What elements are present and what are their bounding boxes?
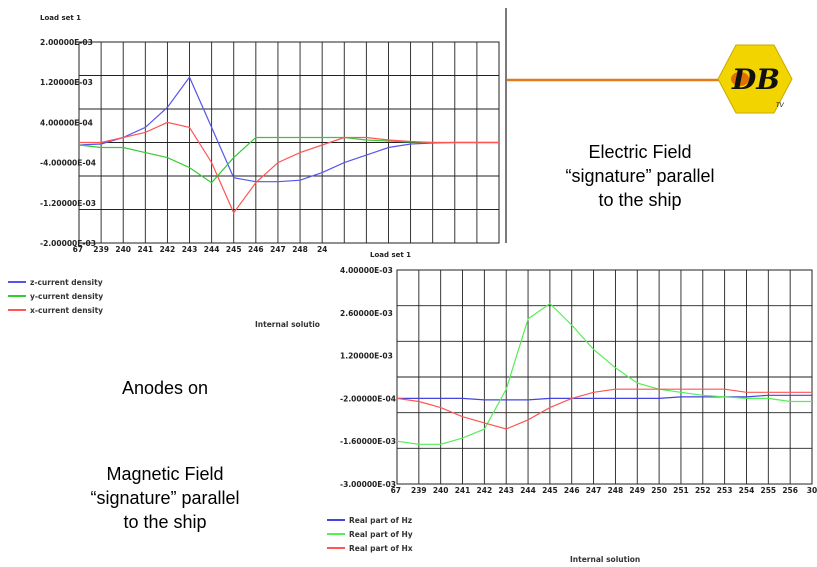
- series-line: [79, 121, 499, 214]
- x-tick-label: 239: [411, 486, 427, 495]
- legend-item: y-current density: [8, 289, 103, 303]
- x-tick-label: 253: [717, 486, 733, 495]
- db-logo: DB TV: [717, 44, 793, 114]
- x-tick-label: 246: [564, 486, 580, 495]
- chart-header: Load set 1: [370, 251, 411, 259]
- series-line: [396, 388, 812, 430]
- legend-item: x-current density: [8, 303, 103, 317]
- x-tick-label: 245: [226, 245, 242, 254]
- caption-line: “signature” parallel: [565, 166, 715, 186]
- x-tick-label: 240: [115, 245, 131, 254]
- magnetic-field-caption: Magnetic Field “signature” parallel to t…: [50, 462, 280, 534]
- x-tick-label: 24: [317, 245, 327, 254]
- top-legend-tail: Internal solutio: [255, 320, 320, 329]
- x-tick-label: 248: [608, 486, 624, 495]
- x-tick-label: 255: [760, 486, 776, 495]
- x-tick-label: 247: [586, 486, 602, 495]
- legend-item: Real part of Hz: [327, 513, 413, 527]
- legend-item: z-current density: [8, 275, 103, 289]
- bottom-legend: Real part of Hz Real part of Hy Real par…: [327, 513, 413, 555]
- x-tick-label: 252: [695, 486, 711, 495]
- legend-item: Real part of Hy: [327, 527, 413, 541]
- x-tick-label: 245: [542, 486, 558, 495]
- x-tick-label: 30: [807, 486, 817, 495]
- y-tick-label: -2.00000E-04: [340, 394, 396, 403]
- y-tick-label: 1.20000E-03: [40, 78, 93, 87]
- x-tick-label: 242: [160, 245, 176, 254]
- x-tick-label: 67: [391, 486, 401, 495]
- legend-label: z-current density: [30, 277, 103, 287]
- x-tick-label: 244: [520, 486, 536, 495]
- legend-label: Real part of Hx: [349, 543, 413, 553]
- x-tick-label: 243: [182, 245, 198, 254]
- caption-line: to the ship: [598, 190, 682, 210]
- x-tick-label: 241: [455, 486, 471, 495]
- x-tick-label: 242: [477, 486, 493, 495]
- x-tick-label: 256: [782, 486, 798, 495]
- logo-small-text: TV: [776, 102, 785, 109]
- caption-line: “signature” parallel: [90, 488, 240, 508]
- legend-label: Real part of Hy: [349, 529, 413, 539]
- top-legend: z-current density y-current density x-cu…: [8, 275, 103, 317]
- caption-line: Electric Field: [588, 142, 692, 162]
- caption-line: Magnetic Field: [106, 464, 224, 484]
- legend-label: Real part of Hz: [349, 515, 413, 525]
- y-tick-label: -2.00000E-03: [40, 239, 96, 248]
- x-tick-label: 247: [270, 245, 286, 254]
- legend-item: Real part of Hx: [327, 541, 413, 555]
- x-tick-label: 251: [673, 486, 689, 495]
- x-tick-label: 248: [292, 245, 308, 254]
- x-tick-label: 239: [93, 245, 109, 254]
- series-line: [78, 76, 499, 183]
- electric-field-caption: Electric Field “signature” parallel to t…: [520, 140, 760, 212]
- series-line: [397, 394, 812, 401]
- chart-header: Load set 1: [40, 14, 81, 22]
- x-tick-label: 250: [651, 486, 667, 495]
- anodes-caption: Anodes on: [121, 378, 209, 398]
- caption-line: to the ship: [123, 512, 207, 532]
- bottom-xlabel: Internal solution: [570, 555, 641, 564]
- x-tick-label: 240: [433, 486, 449, 495]
- x-tick-label: 246: [248, 245, 264, 254]
- x-tick-label: 243: [498, 486, 514, 495]
- x-tick-label: 249: [629, 486, 645, 495]
- y-tick-label: 2.60000E-03: [340, 309, 393, 318]
- series-line: [396, 302, 812, 445]
- y-tick-label: 4.00000E-03: [340, 266, 393, 275]
- logo-letters: DB: [731, 63, 780, 96]
- y-tick-label: -4.00000E-04: [40, 159, 96, 168]
- y-tick-label: 1.20000E-03: [340, 352, 393, 361]
- y-tick-label: -3.00000E-03: [340, 480, 396, 489]
- x-tick-label: 254: [739, 486, 755, 495]
- y-tick-label: 4.00000E-04: [40, 118, 93, 127]
- x-tick-label: 244: [204, 245, 220, 254]
- legend-label: y-current density: [30, 291, 104, 301]
- x-tick-label: 241: [137, 245, 153, 254]
- legend-label: x-current density: [30, 305, 104, 315]
- y-tick-label: -1.20000E-03: [40, 199, 96, 208]
- y-tick-label: 2.00000E-03: [40, 38, 93, 47]
- y-tick-label: -1.60000E-03: [340, 437, 396, 446]
- x-tick-label: 67: [73, 245, 83, 254]
